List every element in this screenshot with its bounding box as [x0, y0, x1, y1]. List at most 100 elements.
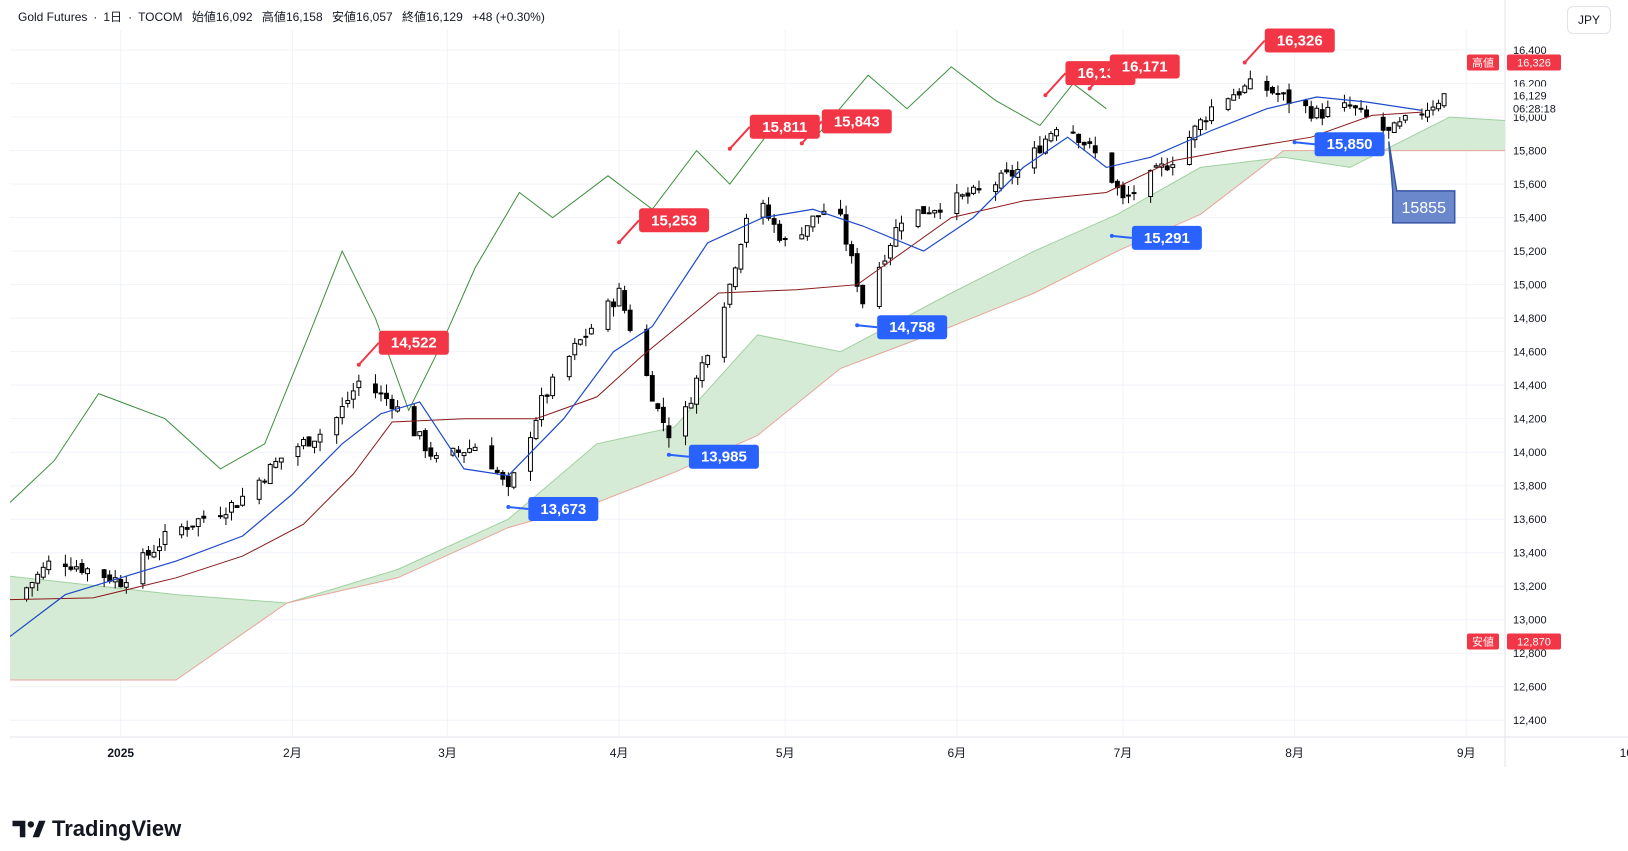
legend-low-label: 安値 [331, 10, 356, 24]
candle-up [433, 455, 439, 459]
price-marker-callout[interactable] [1387, 141, 1456, 224]
candle-down [771, 218, 777, 225]
candle-down [384, 392, 389, 400]
price-chart[interactable]: 16,40016,20016,00015,80015,60015,40015,2… [10, 0, 1628, 800]
candle-up [46, 560, 52, 571]
candle-up [345, 400, 351, 404]
swing-low-dot [1109, 233, 1114, 238]
candle-up [350, 390, 356, 400]
low-tag-value-box [1507, 633, 1561, 650]
candle-up [1391, 122, 1397, 134]
candle-down [306, 436, 312, 447]
candle-up [417, 431, 423, 437]
swing-high-label-box[interactable] [1109, 54, 1180, 79]
swing-high-label-box[interactable] [378, 330, 449, 355]
candle-up [998, 172, 1004, 189]
candle-up [29, 582, 35, 589]
candle-up [1436, 102, 1441, 110]
price-axis-label: 14,400 [1513, 380, 1547, 392]
candle-down [965, 192, 971, 197]
price-axis-label: 16,400 [1513, 45, 1547, 57]
candle-down [976, 188, 982, 191]
swing-low-pointer [508, 505, 529, 510]
candle-up [1402, 115, 1408, 121]
swing-high-label-box[interactable] [749, 114, 820, 139]
candle-up [1247, 78, 1253, 90]
price-axis-label: 14,800 [1513, 313, 1547, 325]
candle-up [1358, 107, 1364, 110]
legend-symbol[interactable]: Gold Futures [18, 10, 88, 24]
candle-down [649, 375, 655, 402]
candle-up [151, 551, 157, 558]
swing-low-label: 13,985 [701, 449, 747, 466]
candle-down [838, 208, 843, 215]
last-price-box [1507, 86, 1567, 115]
candle-up [123, 582, 129, 588]
candle-up [295, 446, 301, 458]
swing-high-dot [1043, 93, 1048, 98]
candle-up [1430, 106, 1436, 111]
candle-up [40, 566, 46, 578]
legend-interval[interactable]: 1日 [103, 10, 123, 24]
swing-high-label-box[interactable] [639, 208, 710, 233]
base-line [10, 111, 1422, 601]
chart-area[interactable]: 16,400 16,200 16,000 15,800 15,600 15,400 15,2… [10, 0, 1628, 800]
candle-up [278, 457, 284, 463]
swing-low-label-box[interactable] [877, 315, 948, 340]
candle-up [550, 376, 556, 397]
swing-low-label: 13,673 [540, 501, 586, 518]
candle-up [223, 514, 229, 519]
legend-change: +48 (+0.30%) [472, 10, 545, 24]
tradingview-logo[interactable]: TradingView [12, 816, 181, 842]
tradingview-logo-icon [12, 820, 46, 838]
swing-high-label: 15,253 [651, 212, 697, 229]
time-axis-label: 4月 [610, 746, 629, 760]
swing-high-label: 14,522 [391, 335, 437, 352]
candle-down [489, 445, 495, 470]
price-axis-label: 14,000 [1513, 447, 1547, 459]
candle-up [993, 184, 999, 193]
swing-low-label-box[interactable] [1314, 132, 1385, 157]
candle-down [373, 383, 378, 394]
price-axis-label: 16,000 [1513, 112, 1547, 124]
candle-up [1314, 107, 1320, 119]
candle-up [1192, 125, 1198, 141]
candle-up [1042, 138, 1048, 154]
swing-high-label-box[interactable] [821, 109, 892, 134]
candle-up [140, 552, 146, 585]
swing-high-label-box[interactable] [1264, 28, 1335, 53]
candle-down [777, 223, 783, 241]
candle-down [1081, 141, 1087, 146]
candle-up [1186, 136, 1192, 166]
swing-low-label-box[interactable] [528, 496, 599, 521]
swing-low-label-box[interactable] [1131, 225, 1202, 250]
candle-up [1441, 93, 1447, 107]
candle-up [887, 244, 893, 259]
candle-up [915, 209, 921, 227]
candle-up [1054, 129, 1059, 137]
candle-down [622, 290, 628, 311]
candle-down [766, 204, 772, 219]
time-axis-label: 5月 [776, 746, 795, 760]
candle-up [85, 568, 90, 575]
symbol-legend: Gold Futures · 1日 · TOCOM 始値16,092 高値16,158 … [18, 10, 545, 24]
swing-high-dot [356, 362, 361, 367]
countdown-label: 06:28:18 [1513, 104, 1556, 116]
candle-down [422, 430, 428, 452]
swing-low-label-box[interactable] [688, 444, 759, 469]
candle-up [566, 355, 572, 378]
candle-up [577, 339, 583, 345]
legend-close-label: 終値 [402, 10, 427, 24]
candle-up [267, 464, 273, 485]
currency-button[interactable]: JPY [1567, 6, 1611, 34]
candle-down [1353, 105, 1358, 109]
candle-up [583, 335, 589, 338]
legend-close: 16,129 [426, 10, 463, 24]
candle-up [317, 433, 323, 443]
high-tag-value: 16,326 [1517, 58, 1551, 70]
swing-low-dot [855, 323, 860, 328]
swing-high-pointer [1044, 72, 1067, 96]
candle-up [461, 452, 467, 457]
candle-up [1231, 94, 1237, 101]
swing-high-label: 16,171 [1122, 58, 1168, 75]
